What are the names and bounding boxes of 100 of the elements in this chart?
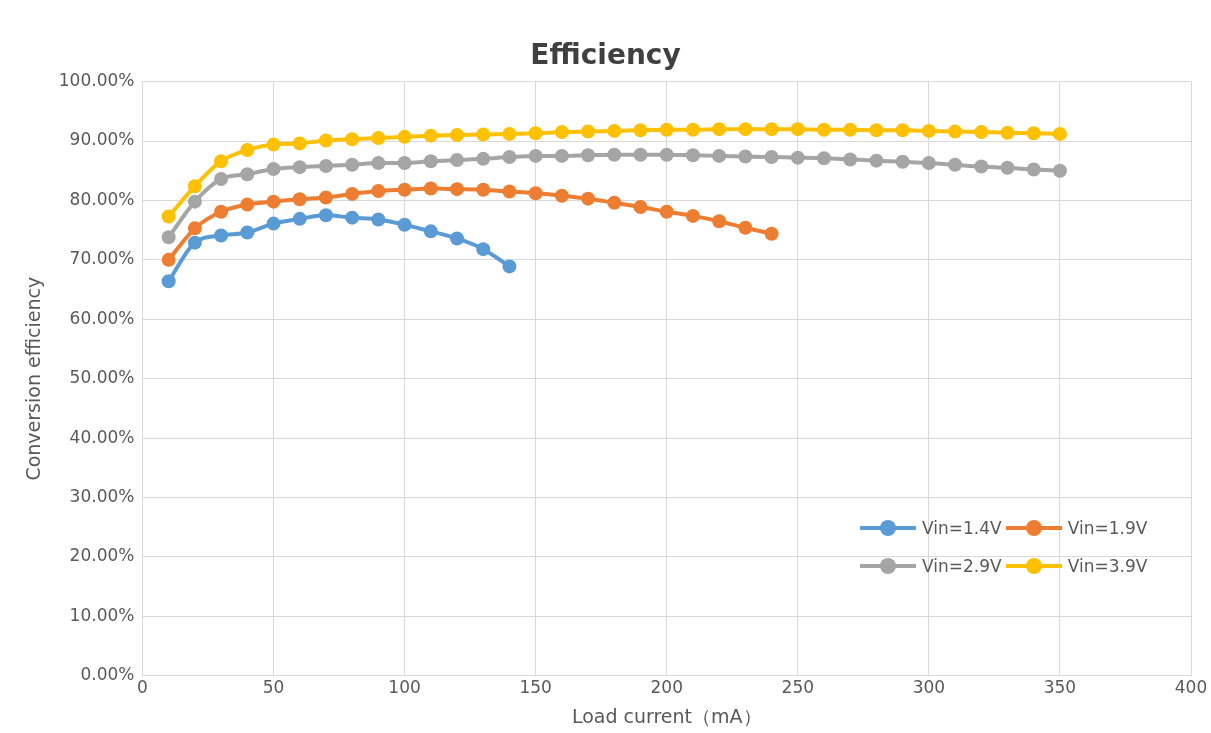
x-tick-label: 350 <box>1043 677 1077 698</box>
point <box>292 211 307 226</box>
point <box>397 156 412 171</box>
point <box>607 147 622 162</box>
point <box>345 186 360 201</box>
point <box>974 125 989 140</box>
point <box>476 127 491 142</box>
x-tick-label: 250 <box>781 677 815 698</box>
point <box>921 123 936 138</box>
point <box>214 154 229 169</box>
point <box>528 126 543 141</box>
point <box>843 122 858 137</box>
point <box>948 124 963 139</box>
point <box>371 183 386 198</box>
y-tick-label: 30.00% <box>69 485 135 506</box>
point <box>161 274 176 289</box>
point <box>607 123 622 138</box>
point <box>528 148 543 163</box>
point <box>423 154 438 169</box>
point <box>1000 160 1015 175</box>
point <box>266 161 281 176</box>
point <box>554 188 569 203</box>
point <box>187 221 202 236</box>
y-tick-label: 60.00% <box>69 307 135 328</box>
point <box>292 192 307 207</box>
point <box>214 172 229 187</box>
x-tick-label: 400 <box>1174 677 1208 698</box>
point <box>397 129 412 144</box>
point <box>371 156 386 171</box>
point <box>843 152 858 167</box>
point <box>1026 126 1041 141</box>
point <box>476 182 491 197</box>
point <box>607 195 622 210</box>
legend-label: Vin=1.4V <box>922 517 1002 538</box>
point <box>318 158 333 173</box>
point <box>450 153 465 168</box>
point <box>738 220 753 235</box>
point <box>187 194 202 209</box>
x-tick-label: 150 <box>519 677 552 698</box>
point <box>450 231 465 246</box>
point <box>423 224 438 239</box>
point <box>450 128 465 143</box>
point <box>790 122 805 137</box>
point <box>318 190 333 205</box>
point <box>161 230 176 245</box>
point <box>450 182 465 197</box>
point <box>423 128 438 143</box>
point <box>633 147 648 162</box>
point <box>214 228 229 243</box>
x-tick-label: 0 <box>137 677 148 698</box>
point <box>502 184 517 199</box>
point <box>187 179 202 194</box>
point <box>240 167 255 182</box>
point <box>685 148 700 163</box>
point <box>921 156 936 171</box>
point <box>581 191 596 206</box>
point <box>685 122 700 137</box>
point <box>948 157 963 172</box>
point <box>712 148 727 163</box>
point <box>292 160 307 175</box>
point <box>738 149 753 164</box>
point <box>476 242 491 257</box>
point <box>161 252 176 267</box>
legend-label: Vin=1.9V <box>1067 517 1148 538</box>
point <box>266 194 281 209</box>
point <box>397 182 412 197</box>
point <box>764 122 779 137</box>
legend-label: Vin=2.9V <box>922 555 1002 576</box>
point <box>974 159 989 174</box>
point <box>476 151 491 166</box>
point <box>240 142 255 157</box>
point <box>895 154 910 169</box>
y-tick-label: 50.00% <box>69 367 135 388</box>
point <box>554 125 569 140</box>
point <box>659 147 674 162</box>
y-tick-label: 70.00% <box>69 248 135 269</box>
y-tick-label: 100.00% <box>58 70 135 91</box>
legend-label: Vin=3.9V <box>1067 555 1148 576</box>
point <box>869 123 884 138</box>
point <box>764 226 779 241</box>
y-tick-label: 10.00% <box>69 604 135 625</box>
point <box>318 133 333 148</box>
point <box>345 210 360 225</box>
point <box>1026 162 1041 177</box>
point <box>581 124 596 139</box>
point <box>712 122 727 137</box>
point <box>633 123 648 138</box>
point <box>685 208 700 223</box>
point <box>292 136 307 151</box>
point <box>895 123 910 138</box>
point <box>659 204 674 219</box>
chart-title: Efficiency <box>530 38 681 72</box>
point <box>214 204 229 219</box>
point <box>423 181 438 196</box>
x-tick-label: 300 <box>912 677 946 698</box>
point <box>869 153 884 168</box>
point <box>528 186 543 201</box>
point <box>187 235 202 250</box>
point <box>161 209 176 224</box>
point <box>1052 163 1067 178</box>
